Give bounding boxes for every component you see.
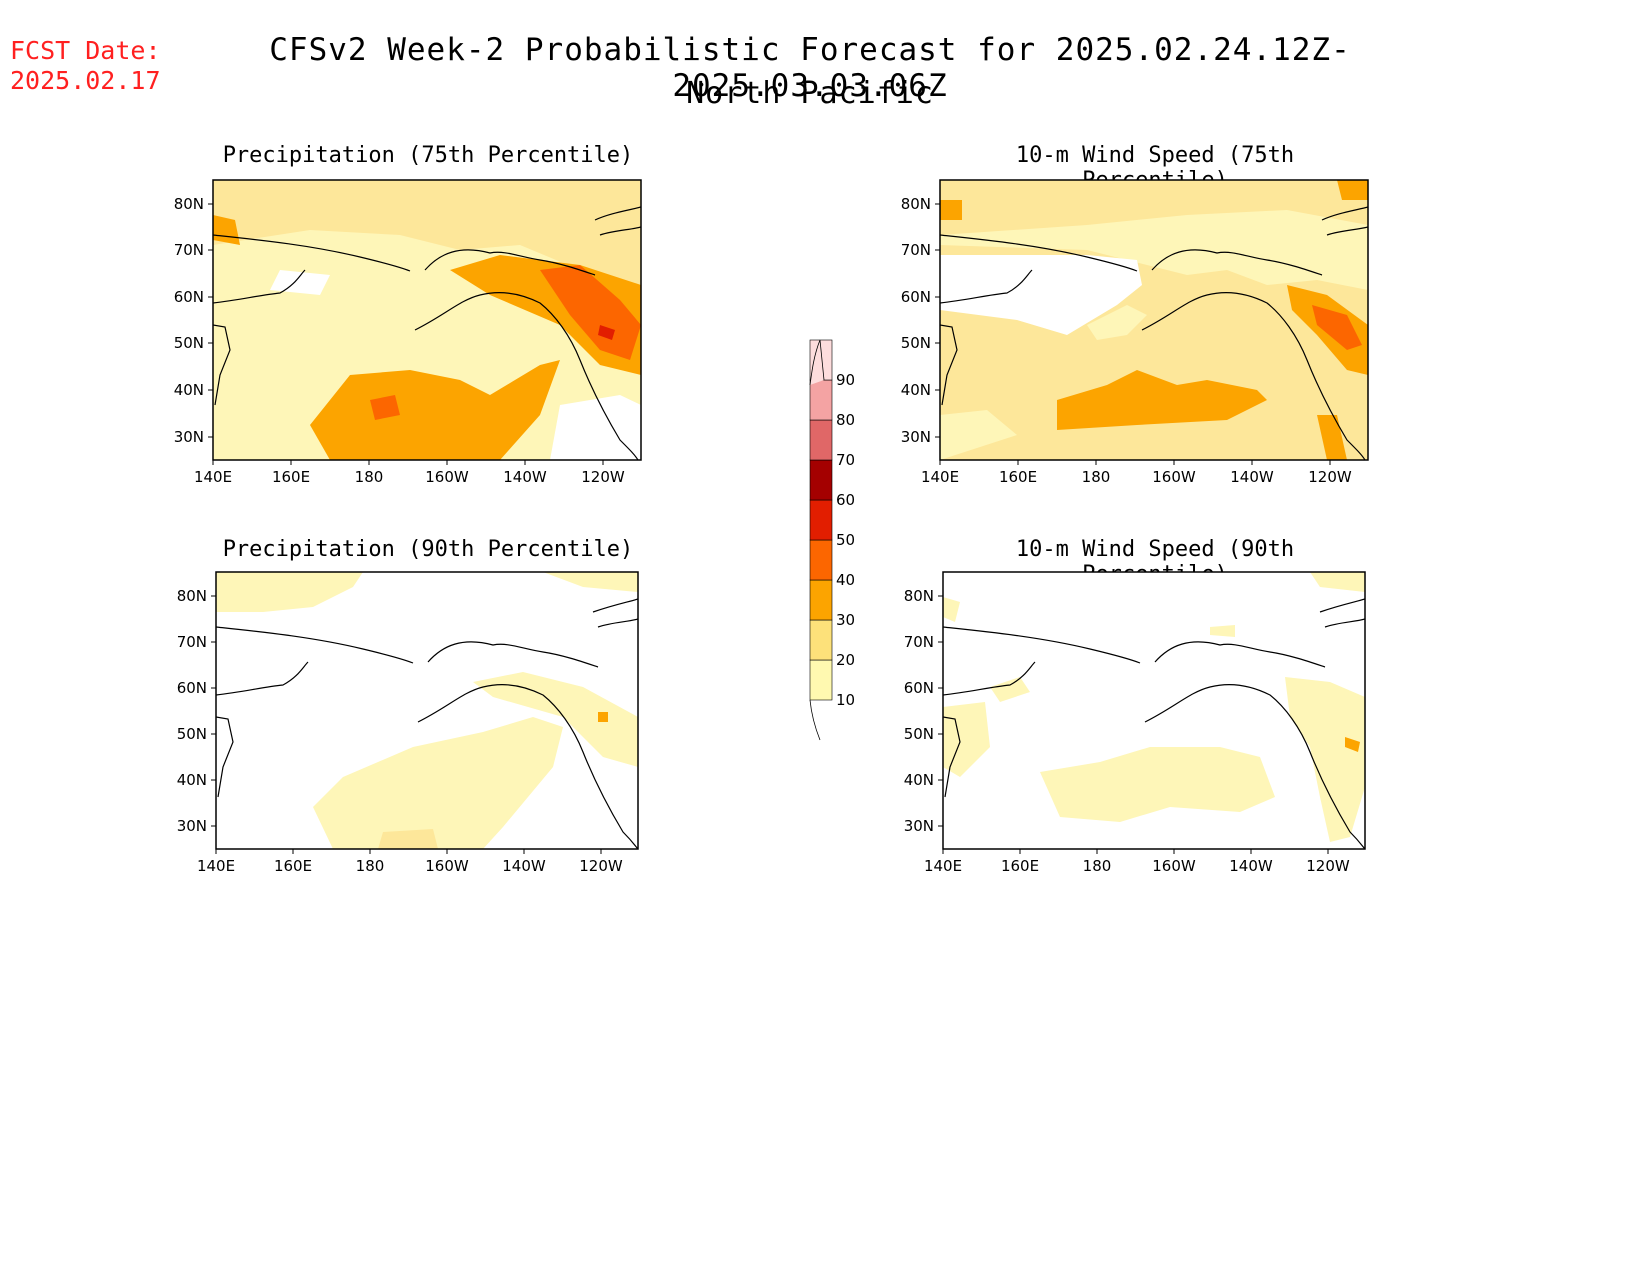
lat-label-40n: 40N [177, 771, 207, 789]
lon-label-180: 180 [1082, 468, 1111, 486]
colorbar-label-60: 60 [836, 491, 855, 509]
panel-title-precip-75: Precipitation (75th Percentile) [222, 143, 634, 168]
lat-label-60n: 60N [901, 288, 931, 306]
lat-label-30n: 30N [901, 428, 931, 446]
lon-label-160e: 160E [274, 857, 312, 875]
colorbar-label-50: 50 [836, 531, 855, 549]
lat-labels: 80N 70N 60N 50N 40N 30N [901, 195, 940, 446]
lat-label-50n: 50N [901, 334, 931, 352]
lat-label-70n: 70N [174, 241, 204, 259]
colorbar-box-6 [809, 419, 833, 461]
coastlines [943, 598, 1365, 849]
colorbar-labels: 10 20 30 40 50 60 70 80 90 [836, 371, 855, 709]
lat-label-60n: 60N [177, 679, 207, 697]
lon-label-180: 180 [356, 857, 385, 875]
page-title: CFSv2 Week-2 Probabilistic Forecast for … [269, 32, 1351, 104]
colorbar-top-triangle [809, 339, 825, 386]
colorbar-label-40: 40 [836, 571, 855, 589]
lon-label-120w: 120W [1306, 857, 1350, 875]
lat-label-30n: 30N [174, 428, 204, 446]
lat-label-80n: 80N [904, 587, 934, 605]
lat-labels: 80N 70N 60N 50N 40N 30N [174, 195, 213, 446]
colorbar-boxes [809, 339, 833, 701]
lon-label-160e: 160E [999, 468, 1037, 486]
colorbar-label-80: 80 [836, 411, 855, 429]
lon-label-160w: 160W [425, 857, 469, 875]
lon-label-160w: 160W [1152, 857, 1196, 875]
lon-label-120w: 120W [579, 857, 623, 875]
colorbar-label-90: 90 [836, 371, 855, 389]
map-precip-75: 80N 70N 60N 50N 40N 30N 140E 160E 180 16… [174, 179, 642, 486]
precip-90-fill [216, 572, 638, 849]
lon-labels: 140E 160E 180 160W 140W 120W [921, 460, 1352, 486]
lon-label-140e: 140E [921, 468, 959, 486]
map-wind-90: 80N 70N 60N 50N 40N 30N 140E 160E 180 16… [904, 571, 1366, 875]
lon-label-160w: 160W [1152, 468, 1196, 486]
lon-label-140w: 140W [503, 468, 547, 486]
wind-75-fill [940, 180, 1368, 460]
colorbar-box-7 [809, 379, 833, 421]
lat-label-50n: 50N [904, 725, 934, 743]
lat-label-40n: 40N [174, 381, 204, 399]
lon-label-180: 180 [1083, 857, 1112, 875]
lon-label-140w: 140W [1230, 468, 1274, 486]
lat-label-40n: 40N [904, 771, 934, 789]
wind-90-fill [943, 572, 1365, 849]
lat-label-70n: 70N [177, 633, 207, 651]
lat-label-30n: 30N [177, 817, 207, 835]
panel-title-precip-90: Precipitation (90th Percentile) [222, 537, 634, 562]
lon-label-160e: 160E [1001, 857, 1039, 875]
lat-label-70n: 70N [901, 241, 931, 259]
lat-label-50n: 50N [177, 725, 207, 743]
lat-label-80n: 80N [177, 587, 207, 605]
lon-label-120w: 120W [581, 468, 625, 486]
lon-label-140e: 140E [197, 857, 235, 875]
lat-label-30n: 30N [904, 817, 934, 835]
lat-label-60n: 60N [174, 288, 204, 306]
lat-label-40n: 40N [901, 381, 931, 399]
forecast-date-value: 2025.02.17 [10, 66, 161, 95]
forecast-date-label: FCST Date: [10, 36, 161, 65]
coastlines [940, 206, 1368, 460]
colorbar-label-20: 20 [836, 651, 855, 669]
lat-labels: 80N 70N 60N 50N 40N 30N [177, 587, 216, 835]
precip-75-fill [213, 180, 641, 460]
lat-label-70n: 70N [904, 633, 934, 651]
forecast-date: FCST Date: 2025.02.17 [10, 36, 161, 96]
lon-labels: 140E 160E 180 160W 140W 120W [197, 849, 623, 875]
lon-labels: 140E 160E 180 160W 140W 120W [924, 849, 1350, 875]
colorbar-bottom-arc [809, 699, 821, 741]
colorbar-box-0 [809, 659, 833, 701]
lon-label-120w: 120W [1308, 468, 1352, 486]
colorbar-label-30: 30 [836, 611, 855, 629]
page-subtitle: North Pacific [686, 76, 934, 111]
lon-label-140e: 140E [924, 857, 962, 875]
lon-label-160w: 160W [425, 468, 469, 486]
lon-label-160e: 160E [272, 468, 310, 486]
colorbar-label-10: 10 [836, 691, 855, 709]
map-wind-75: 80N 70N 60N 50N 40N 30N 140E 160E 180 16… [901, 179, 1369, 486]
colorbar-box-3 [809, 539, 833, 581]
colorbar: 10 20 30 40 50 60 70 80 90 [809, 339, 855, 741]
colorbar-box-1 [809, 619, 833, 661]
colorbar-box-4 [809, 499, 833, 541]
coastlines [213, 206, 641, 460]
lat-labels: 80N 70N 60N 50N 40N 30N [904, 587, 943, 835]
lat-label-50n: 50N [174, 334, 204, 352]
colorbar-box-2 [809, 579, 833, 621]
colorbar-box-5 [809, 459, 833, 501]
map-precip-90: 80N 70N 60N 50N 40N 30N 140E 160E 180 16… [177, 571, 639, 875]
lat-label-80n: 80N [901, 195, 931, 213]
lon-labels: 140E 160E 180 160W 140W 120W [194, 460, 625, 486]
lon-label-180: 180 [355, 468, 384, 486]
lon-label-140w: 140W [1229, 857, 1273, 875]
lon-label-140w: 140W [502, 857, 546, 875]
lat-label-80n: 80N [174, 195, 204, 213]
colorbar-label-70: 70 [836, 451, 855, 469]
coastlines [216, 598, 638, 849]
lat-label-60n: 60N [904, 679, 934, 697]
lon-label-140e: 140E [194, 468, 232, 486]
